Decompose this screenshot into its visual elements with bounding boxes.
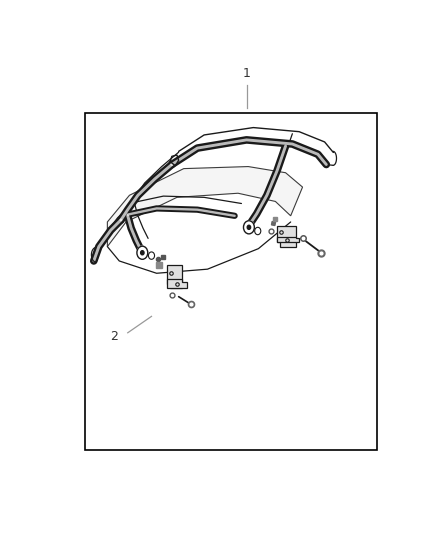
Circle shape	[247, 225, 251, 229]
Polygon shape	[107, 166, 303, 247]
Circle shape	[244, 221, 254, 234]
Circle shape	[141, 251, 144, 255]
Text: 1: 1	[243, 67, 251, 80]
Circle shape	[148, 252, 155, 260]
Polygon shape	[277, 237, 299, 243]
Circle shape	[254, 227, 261, 235]
Bar	[85, 113, 377, 450]
Polygon shape	[167, 279, 187, 288]
Polygon shape	[167, 265, 182, 288]
Polygon shape	[277, 226, 296, 247]
Text: 2: 2	[110, 330, 118, 343]
Circle shape	[137, 246, 148, 260]
